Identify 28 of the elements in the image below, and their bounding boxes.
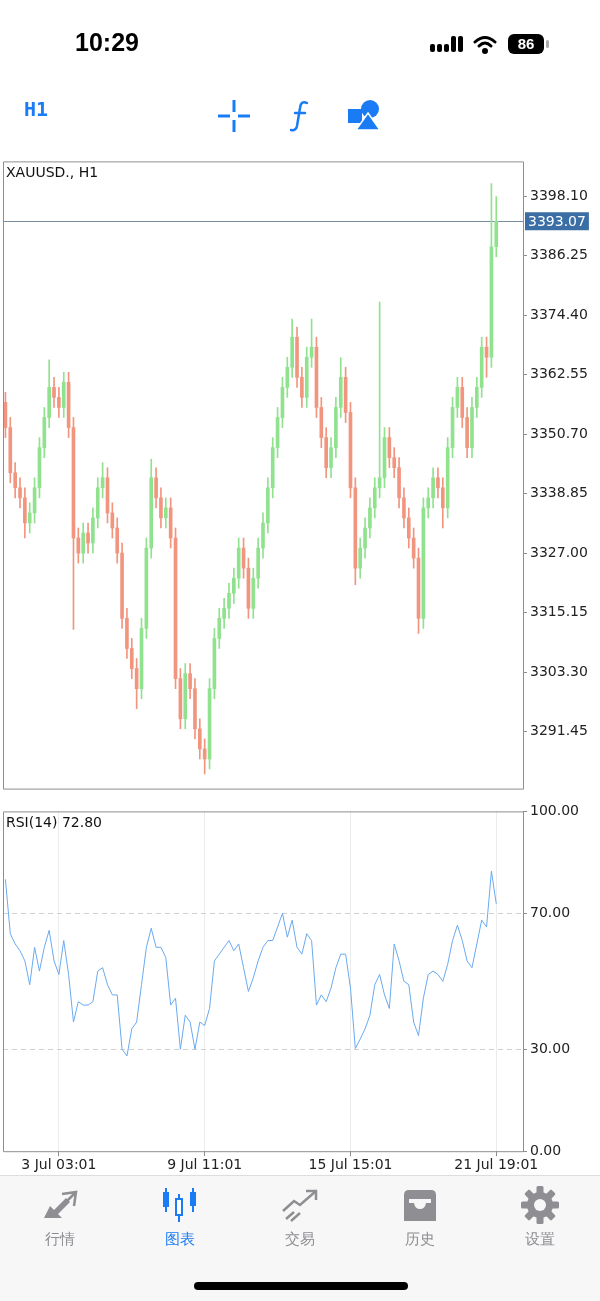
y-tick-label: 0.00 bbox=[530, 1141, 562, 1158]
y-tick-label: 3291.45 bbox=[530, 722, 588, 739]
x-tick-label: 15 Jul 15:01 bbox=[308, 1156, 393, 1173]
ref-line-label: 3393.07 bbox=[528, 212, 586, 229]
text: 历史 bbox=[405, 1230, 435, 1249]
y-tick-label: 3303.30 bbox=[530, 662, 588, 679]
chart-title: XAUUSD., H1 bbox=[6, 164, 99, 181]
text: 图表 bbox=[165, 1230, 195, 1249]
y-tick-label: 3398.10 bbox=[530, 186, 588, 203]
text: 设置 bbox=[525, 1230, 555, 1249]
y-tick-label: 3338.85 bbox=[530, 484, 588, 501]
y-tick-label: 3386.25 bbox=[530, 246, 588, 263]
y-tick-label: 3315.15 bbox=[530, 603, 588, 620]
x-tick-label: 21 Jul 19:01 bbox=[454, 1156, 539, 1173]
text: 行情 bbox=[45, 1230, 75, 1249]
y-tick-label: 3374.40 bbox=[530, 305, 588, 322]
y-tick-label: 30.00 bbox=[530, 1039, 571, 1056]
y-tick-label: 3350.70 bbox=[530, 424, 588, 441]
x-tick-label: 3 Jul 03:01 bbox=[21, 1156, 97, 1173]
text: 10:29 bbox=[75, 28, 139, 57]
x-tick-label: 9 Jul 11:01 bbox=[167, 1156, 243, 1173]
y-tick-label: 3362.55 bbox=[530, 365, 588, 382]
chart-title: RSI(14) 72.80 bbox=[6, 814, 103, 831]
y-tick-label: 3327.00 bbox=[530, 543, 588, 560]
y-tick-label: 100.00 bbox=[530, 802, 579, 819]
y-tick-label: 70.00 bbox=[530, 903, 571, 920]
text: 交易 bbox=[285, 1230, 315, 1249]
text: H1 bbox=[24, 97, 49, 121]
